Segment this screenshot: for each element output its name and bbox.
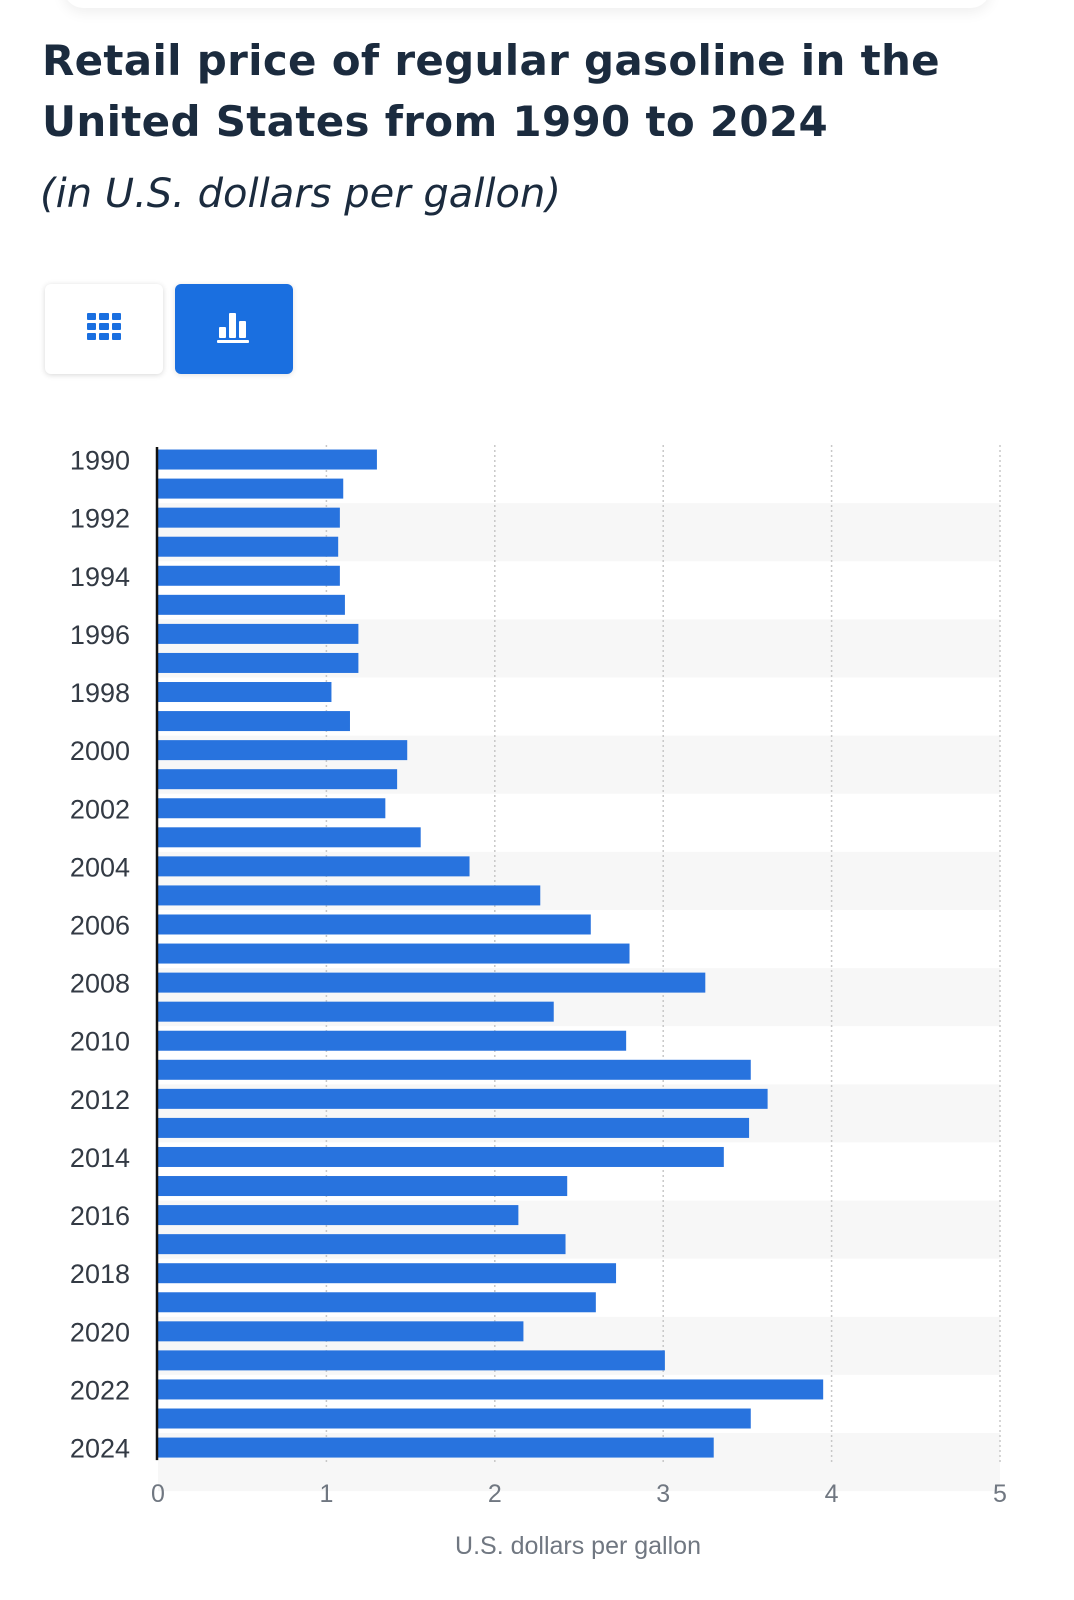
- y-tick-label: 2018: [70, 1259, 130, 1289]
- x-tick-label: 1: [319, 1480, 333, 1508]
- bar-2001: [158, 769, 398, 790]
- bar-2004: [158, 856, 470, 877]
- y-tick-label: 2014: [70, 1143, 130, 1173]
- bar-1999: [158, 711, 350, 732]
- y-tick-label: 2020: [70, 1317, 130, 1347]
- bar-2024: [158, 1437, 714, 1458]
- bar-2010: [158, 1030, 627, 1051]
- bar-1998: [158, 682, 332, 703]
- y-tick-label: 2010: [70, 1027, 130, 1057]
- y-tick-label: 2022: [70, 1375, 130, 1405]
- bar-2018: [158, 1263, 617, 1284]
- bar-2021: [158, 1350, 665, 1371]
- bar-1993: [158, 536, 339, 557]
- y-tick-label: 2008: [70, 969, 130, 999]
- y-tick-label: 1992: [70, 504, 130, 534]
- bar-2011: [158, 1059, 751, 1080]
- bar-2003: [158, 827, 421, 848]
- bar-1997: [158, 652, 359, 673]
- bar-2006: [158, 914, 591, 935]
- x-tick-label: 4: [825, 1480, 839, 1508]
- bar-2015: [158, 1176, 568, 1197]
- bar-2000: [158, 740, 408, 761]
- bar-2007: [158, 943, 630, 964]
- y-tick-label: 2004: [70, 852, 130, 882]
- x-tick-labels: 0 1 2 3 4 5: [151, 1480, 1007, 1508]
- bar-2019: [158, 1292, 596, 1313]
- bar-2020: [158, 1321, 524, 1342]
- top-card-edge: [64, 0, 990, 8]
- x-tick-label: 3: [656, 1480, 670, 1508]
- bar-1996: [158, 623, 359, 644]
- y-tick-labels: 1990 1992 1994 1996 1998 2000 2002 2004 2006 2008…: [70, 446, 130, 1464]
- bar-2009: [158, 1001, 554, 1022]
- view-toggle: [45, 284, 293, 374]
- x-tick-label: 2: [488, 1480, 502, 1508]
- bar-2013: [158, 1117, 750, 1138]
- y-tick-label: 2012: [70, 1085, 130, 1115]
- bar-2016: [158, 1205, 519, 1226]
- chart-title: Retail price of regular gasoline in the …: [42, 36, 940, 146]
- bar-1990: [158, 449, 377, 470]
- y-tick-label: 1994: [70, 562, 130, 592]
- y-tick-label: 2000: [70, 736, 130, 766]
- y-tick-label: 1990: [70, 446, 130, 476]
- bar-2002: [158, 798, 386, 819]
- bar-2014: [158, 1146, 724, 1167]
- bar-2023: [158, 1408, 751, 1429]
- row-bands: [158, 503, 1000, 1492]
- bar-chart: 1990 1992 1994 1996 1998 2000 2002 2004 2006 2008…: [70, 445, 1007, 1560]
- bar-2008: [158, 972, 706, 993]
- y-tick-label: 1998: [70, 678, 130, 708]
- x-tick-label: 0: [151, 1480, 165, 1508]
- y-tick-label: 1996: [70, 620, 130, 650]
- bar-1994: [158, 565, 340, 586]
- bar-chart-icon: [217, 310, 251, 348]
- chart-subtitle: (in U.S. dollars per gallon): [40, 171, 561, 217]
- bars: [158, 449, 824, 1458]
- grid-table-icon: [87, 313, 121, 345]
- bar-2012: [158, 1088, 768, 1109]
- x-axis-label: U.S. dollars per gallon: [455, 1532, 701, 1560]
- table-view-button[interactable]: [45, 284, 163, 374]
- bar-2005: [158, 885, 541, 906]
- bar-2017: [158, 1234, 566, 1255]
- bar-1991: [158, 478, 344, 499]
- bar-1992: [158, 507, 340, 528]
- y-tick-label: 2006: [70, 910, 130, 940]
- y-tick-label: 2002: [70, 794, 130, 824]
- y-tick-label: 2024: [70, 1434, 130, 1464]
- y-tick-label: 2016: [70, 1201, 130, 1231]
- x-tick-label: 5: [993, 1480, 1007, 1508]
- bar-1995: [158, 594, 345, 615]
- bar-2022: [158, 1379, 824, 1400]
- chart-view-button[interactable]: [175, 284, 293, 374]
